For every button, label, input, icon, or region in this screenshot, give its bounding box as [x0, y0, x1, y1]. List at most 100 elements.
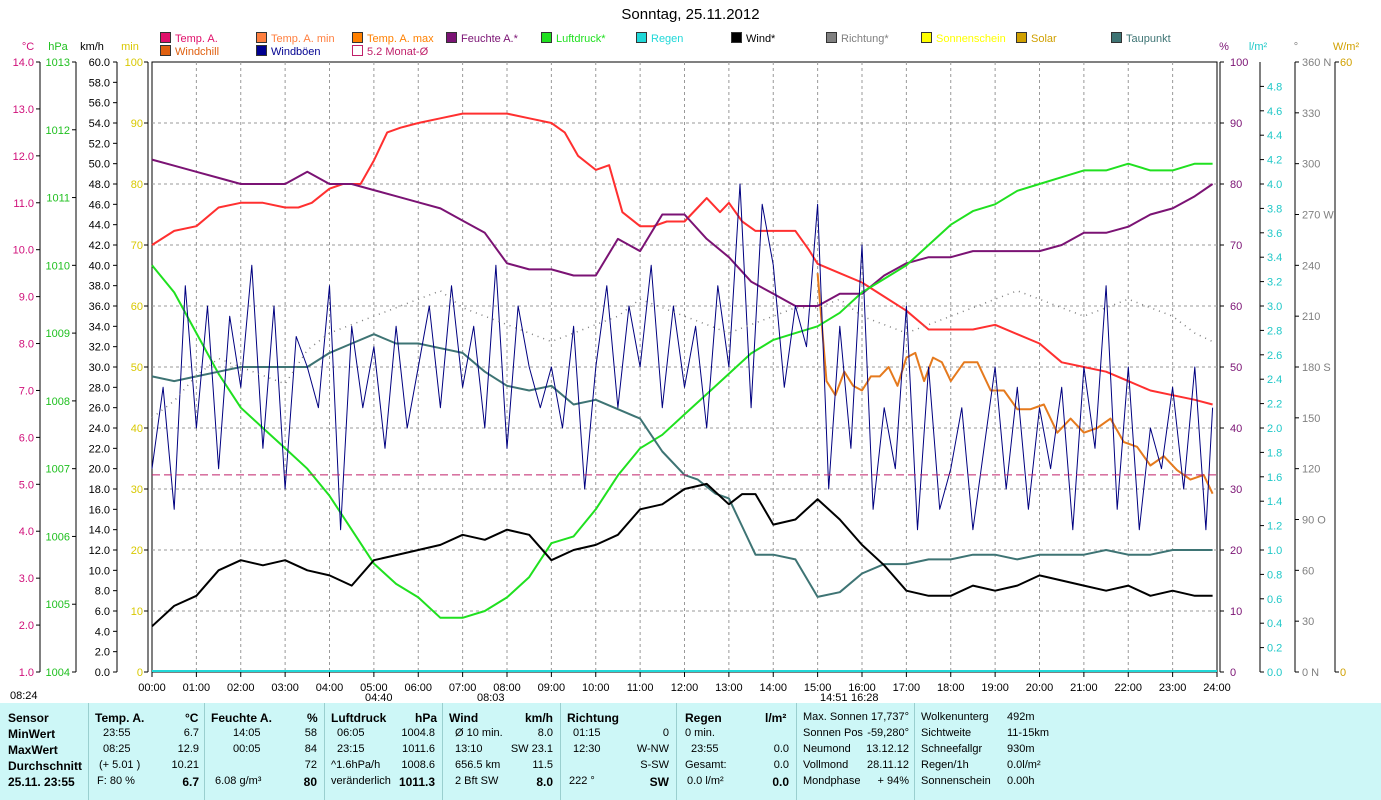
rain-axis-tick-label: 1.8: [1267, 447, 1282, 459]
feuchte-avg-value: 72: [304, 759, 317, 771]
moonset-time: 14:51: [820, 692, 848, 704]
x-tick-label: 09:00: [538, 682, 566, 694]
x-tick-label: 05:00: [360, 682, 388, 694]
axis-unit-hpa: hPa: [48, 41, 68, 53]
wind-axis-tick-label: 6.0: [95, 606, 110, 618]
stats-temp: Temp. A. °C 23:55 6.7 08:25 12.9 (+ 5.01…: [88, 703, 205, 800]
series-layer: [151, 112, 1217, 672]
misc-value-3: 0.0l/m²: [1007, 759, 1041, 771]
feuchte-min-value: 58: [304, 727, 317, 739]
min-axis-tick-label: 70: [131, 240, 143, 252]
direction-axis-tick-label: 270 W: [1302, 210, 1334, 222]
luft-current-value: 1011.3: [398, 775, 435, 789]
solar-axis-tick-label: 60: [1340, 57, 1352, 69]
temp-max-value: 12.9: [177, 743, 199, 755]
sonne-value-3: 28.11.12: [866, 759, 909, 771]
regen-value: 0.0: [773, 743, 789, 755]
misc-label-2: Schneefallgr: [921, 743, 983, 755]
axis-unit-celsius: °C: [22, 41, 34, 53]
legend-swatch: [160, 32, 171, 43]
wind-max-time: 13:10: [455, 743, 483, 755]
direction-axis-tick-label: 150: [1302, 413, 1320, 425]
stats-sensor: Sensor MinWert MaxWert Durchschnitt 25.1…: [0, 703, 88, 800]
wind-axis-tick-label: 50.0: [89, 159, 110, 171]
legend-swatch: [446, 32, 457, 43]
rain-axis-tick-label: 0.8: [1267, 569, 1282, 581]
wind-day-avg: 11.5: [532, 759, 553, 771]
rain-axis-tick-label: 2.0: [1267, 423, 1282, 435]
legend-label: Feuchte A.*: [461, 33, 518, 45]
misc-value-0: 492m: [1007, 711, 1035, 723]
wind-bft: 2 Bft SW: [455, 775, 499, 787]
luft-trend: ^1.6hPa/h: [331, 759, 381, 771]
legend-label: Luftdruck*: [556, 33, 606, 45]
misc-value-1: 11-15km: [1007, 727, 1049, 739]
misc-value-4: 0.00h: [1007, 775, 1035, 787]
rain-axis-tick-label: 2.6: [1267, 350, 1282, 362]
x-tick-label: 04:00: [316, 682, 344, 694]
direction-axis-tick-label: 30: [1302, 616, 1314, 628]
axis-unit-lm2: l/m²: [1249, 41, 1268, 53]
legend-swatch: [826, 32, 837, 43]
axis-unit-kmh: km/h: [80, 41, 104, 53]
pressure-axis-tick-label: 1012: [46, 125, 70, 137]
x-tick-label: 22:00: [1114, 682, 1142, 694]
wind-axis-tick-label: 40.0: [89, 260, 110, 272]
wind-unit: km/h: [525, 711, 554, 725]
temp-axis-tick-label: 9.0: [19, 292, 34, 304]
temp-axis-tick-label: 1.0: [19, 667, 34, 679]
temp-trend: (+ 5.01 ): [99, 759, 141, 771]
legend-label: Taupunkt: [1126, 33, 1171, 45]
richtung-min-value: 0: [662, 727, 669, 739]
feuchte-max-value: 84: [304, 743, 317, 755]
direction-axis-tick-label: 360 N: [1302, 57, 1331, 69]
rain-axis-tick-label: 4.4: [1267, 130, 1282, 142]
legend-swatch: [256, 45, 267, 56]
temp-axis-tick-label: 10.0: [13, 245, 34, 257]
wind-axis-tick-label: 48.0: [89, 179, 110, 191]
humidity-axis-tick-label: 50: [1230, 362, 1242, 374]
wind-header: Wind: [449, 711, 479, 725]
legend-item: Solar: [1016, 32, 1057, 45]
min-axis-tick-label: 50: [131, 362, 143, 374]
x-tick-label: 17:00: [893, 682, 921, 694]
pressure-axis-tick-label: 1010: [46, 260, 70, 272]
regen-amount: 0.0 l/m²: [687, 775, 724, 787]
regen-current-value: 0.0: [772, 775, 789, 789]
x-tick-label: 14:00: [759, 682, 787, 694]
legend-item: Regen: [636, 32, 683, 45]
rain-axis-tick-label: 1.6: [1267, 472, 1282, 484]
axis-unit-wm2: W/m²: [1333, 41, 1360, 53]
rain-axis-tick-label: 3.0: [1267, 301, 1282, 313]
regen-unit: l/m²: [765, 711, 787, 725]
x-tick-label: 13:00: [715, 682, 743, 694]
solar-axis-tick-label: 0: [1340, 667, 1346, 679]
temp-feel: F: 80 %: [97, 775, 135, 787]
wind-axis-tick-label: 44.0: [89, 220, 110, 232]
feuchte-max-time: 00:05: [233, 743, 261, 755]
wind-axis-tick-label: 34.0: [89, 321, 110, 333]
sonne-value-0: 17,737°: [870, 711, 909, 723]
min-axis-tick-label: 80: [131, 179, 143, 191]
legend-item: Temp. A.: [160, 32, 218, 45]
min-axis-tick-label: 90: [131, 118, 143, 130]
legend-item: Sonnenschein: [921, 32, 1006, 45]
rain-axis-tick-label: 4.2: [1267, 155, 1282, 167]
series-feuchte-a-: [151, 158, 1214, 307]
legend-swatch: [731, 32, 742, 43]
temp-axis-tick-label: 2.0: [19, 620, 34, 632]
legend-swatch: [921, 32, 932, 43]
legend-item: Richtung*: [826, 32, 889, 45]
sonne-value-2: 13.12.12: [866, 743, 909, 755]
wind-axis-tick-label: 4.0: [95, 626, 110, 638]
rain-axis-tick-label: 1.4: [1267, 496, 1282, 508]
humidity-axis-tick-label: 90: [1230, 118, 1242, 130]
legend-swatch: [636, 32, 647, 43]
wind-axis-tick-label: 38.0: [89, 281, 110, 293]
richtung-degrees: 222 °: [569, 775, 595, 787]
rain-axis-tick-label: 0.0: [1267, 667, 1282, 679]
legend-label: Richtung*: [841, 33, 889, 45]
luft-min-value: 1004.8: [401, 727, 435, 739]
misc-value-2: 930m: [1007, 743, 1035, 755]
axis-unit-percent: %: [1219, 41, 1229, 53]
